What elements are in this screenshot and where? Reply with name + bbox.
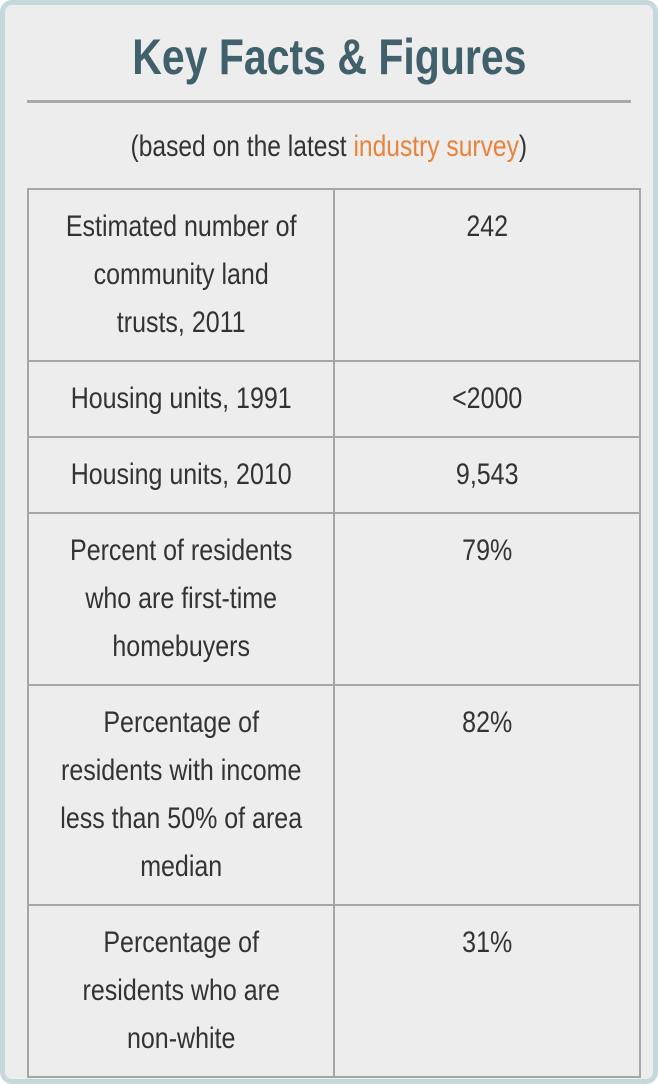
subtitle-suffix: ) (519, 130, 528, 163)
page-title-text: Key Facts & Figures (131, 29, 527, 85)
facts-table: Estimated number of community land trust… (27, 188, 641, 1078)
fact-value: 242 (466, 210, 508, 243)
fact-value-cell: 82% (333, 684, 641, 906)
fact-value: <2000 (451, 382, 523, 415)
fact-value-cell: 79% (333, 512, 641, 686)
subtitle-prefix: (based on the latest (130, 130, 354, 163)
page-title: Key Facts & Figures (5, 29, 653, 85)
table-row: Housing units, 1991 <2000 (27, 360, 641, 438)
fact-label: Estimated number of community land trust… (65, 210, 297, 339)
fact-value: 79% (461, 534, 513, 567)
fact-label: Percent of residents who are first-time … (69, 534, 293, 663)
subtitle: (based on the latest industry survey) (5, 128, 653, 165)
fact-value-cell: 242 (333, 188, 641, 362)
subtitle-line: (based on the latest industry survey) (131, 128, 528, 165)
fact-label-cell: Housing units, 1991 (27, 360, 335, 438)
fact-label-cell: Housing units, 2010 (27, 436, 335, 514)
fact-label-cell: Percentage of residents with income less… (27, 684, 335, 906)
fact-label: Housing units, 2010 (70, 458, 292, 491)
table-row: Percentage of residents who are non-whit… (27, 904, 641, 1078)
industry-survey-link[interactable]: industry survey (353, 130, 520, 163)
fact-value: 31% (461, 926, 513, 959)
fact-value-cell: 31% (333, 904, 641, 1078)
title-divider (27, 100, 631, 103)
fact-label-cell: Estimated number of community land trust… (27, 188, 335, 362)
fact-label-cell: Percentage of residents who are non-whit… (27, 904, 335, 1078)
table-row: Estimated number of community land trust… (27, 188, 641, 362)
fact-value-cell: <2000 (333, 360, 641, 438)
fact-value: 9,543 (455, 458, 519, 491)
fact-value: 82% (461, 706, 513, 739)
table-row: Housing units, 2010 9,543 (27, 436, 641, 514)
fact-label: Percentage of residents with income less… (60, 706, 302, 883)
fact-label: Housing units, 1991 (70, 382, 292, 415)
fact-label-cell: Percent of residents who are first-time … (27, 512, 335, 686)
table-row: Percentage of residents with income less… (27, 684, 641, 906)
table-row: Percent of residents who are first-time … (27, 512, 641, 686)
fact-value-cell: 9,543 (333, 436, 641, 514)
fact-label: Percentage of residents who are non-whit… (82, 926, 280, 1055)
